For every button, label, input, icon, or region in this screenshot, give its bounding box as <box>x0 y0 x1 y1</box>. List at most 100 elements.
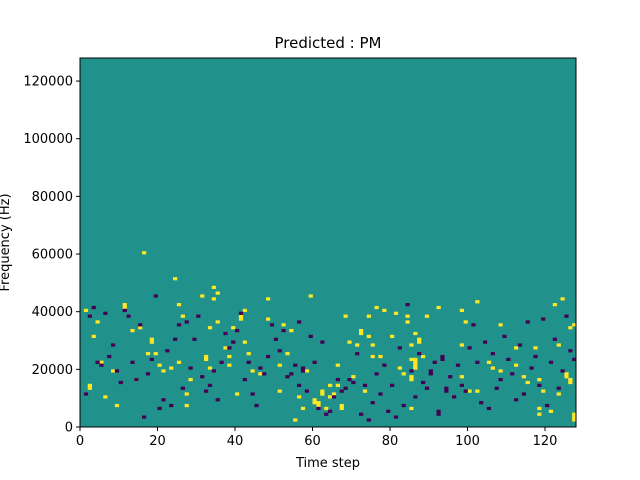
heatmap-cell-low <box>266 354 271 359</box>
heatmap-cell-high <box>266 297 271 301</box>
heatmap-cell-low <box>99 363 104 367</box>
heatmap-cell-low <box>215 398 220 402</box>
heatmap-cell-low <box>258 366 263 370</box>
heatmap-cell-high <box>362 389 368 393</box>
heatmap-cell-high <box>184 392 189 396</box>
heatmap-cell-high <box>99 360 104 364</box>
heatmap-cell-high <box>498 369 503 373</box>
heatmap-cell-low <box>262 372 267 376</box>
heatmap-cell-high <box>343 314 348 318</box>
heatmap-cell-low <box>428 372 433 376</box>
y-tick-label: 60000 <box>32 248 73 263</box>
heatmap-cell-low <box>246 360 251 364</box>
heatmap-cell-high <box>184 403 189 408</box>
heatmap-cell-high <box>359 328 364 333</box>
heatmap-cell-low <box>463 389 468 393</box>
heatmap-cell-low <box>153 294 158 298</box>
heatmap-cell-high <box>231 326 236 330</box>
heatmap-cell-high <box>111 369 116 373</box>
heatmap-cell-low <box>374 372 379 376</box>
heatmap-cell-high <box>207 366 213 370</box>
heatmap-cell-low <box>494 386 499 390</box>
heatmap-cell-low <box>436 409 441 413</box>
heatmap-cell-high <box>246 352 251 356</box>
heatmap-cell-high <box>537 377 542 382</box>
heatmap-cell-low <box>514 398 519 402</box>
heatmap-cell-high <box>413 357 418 362</box>
heatmap-cell-high <box>572 412 577 416</box>
heatmap-cell-high <box>176 360 182 364</box>
heatmap-cell-high <box>328 383 333 387</box>
heatmap-cell-low <box>545 403 550 408</box>
heatmap-cell-high <box>293 418 298 422</box>
heatmap-cell-low <box>359 412 364 416</box>
heatmap-cell-low <box>339 389 344 393</box>
heatmap-cell-low <box>436 412 441 416</box>
heatmap-cell-low <box>459 383 464 387</box>
heatmap-cell-high <box>413 363 418 367</box>
heatmap-cell-high <box>335 363 340 367</box>
heatmap-cell-low <box>335 377 340 382</box>
heatmap-cell-high <box>83 308 89 313</box>
heatmap-cell-high <box>366 314 371 318</box>
heatmap-cell-low <box>556 386 561 390</box>
heatmap-cell-low <box>134 377 139 382</box>
heatmap-cell-low <box>475 360 480 364</box>
heatmap-cell-low <box>145 372 151 376</box>
heatmap-cell-low <box>235 328 240 333</box>
heatmap-cell-high <box>521 375 526 379</box>
heatmap-cell-low <box>165 349 170 353</box>
heatmap-cell-low <box>440 354 445 359</box>
heatmap-cell-low <box>401 403 406 408</box>
heatmap-cell-high <box>572 323 577 327</box>
heatmap-cell-high <box>459 375 464 379</box>
heatmap-cell-low <box>568 349 573 353</box>
x-tick-label: 120 <box>533 434 558 449</box>
heatmap-cell-low <box>176 323 182 327</box>
y-tick-label: 80000 <box>32 190 73 205</box>
heatmap-cell-high <box>556 392 561 396</box>
heatmap-cell-high <box>374 305 379 310</box>
heatmap-cell-high <box>421 354 426 359</box>
heatmap-cell-high <box>568 380 573 385</box>
heatmap-cell-low <box>366 418 371 422</box>
heatmap-cell-low <box>386 409 391 413</box>
heatmap-cell-high <box>215 320 220 324</box>
heatmap-cell-high <box>211 297 216 301</box>
heatmap-cell-high <box>308 294 313 298</box>
heatmap-cell-low <box>572 357 577 362</box>
heatmap-cell-high <box>572 415 577 419</box>
heatmap-cell-low <box>118 380 123 385</box>
heatmap-cell-low <box>122 308 127 313</box>
heatmap-cell-low <box>560 369 565 373</box>
heatmap-cell-high <box>316 403 321 408</box>
heatmap-cell-high <box>149 340 154 344</box>
heatmap-cell-low <box>297 383 302 387</box>
heatmap-cell-high <box>207 326 213 330</box>
heatmap-cell-high <box>533 346 538 350</box>
heatmap-cell-high <box>393 311 399 315</box>
heatmap-cell-low <box>444 389 449 393</box>
heatmap-cell-low <box>91 305 96 310</box>
y-tick-label: 20000 <box>32 363 73 378</box>
heatmap-cell-low <box>192 337 197 341</box>
heatmap-cell-low <box>529 366 534 370</box>
heatmap-cell-low <box>370 401 375 405</box>
heatmap-cell-high <box>250 369 255 373</box>
heatmap-cell-high <box>382 308 387 313</box>
heatmap-cell-low <box>231 340 236 344</box>
heatmap-cell-high <box>320 392 325 396</box>
heatmap-cell-high <box>564 372 569 376</box>
heatmap-cell-low <box>238 311 244 315</box>
heatmap-cell-low <box>378 392 383 396</box>
heatmap-cell-high <box>312 401 317 405</box>
heatmap-cell-low <box>300 369 306 373</box>
heatmap-cell-low <box>444 386 449 390</box>
heatmap-cell-high <box>409 406 414 411</box>
heatmap-cell-high <box>351 375 356 379</box>
heatmap-cell-high <box>331 392 337 396</box>
heatmap-cell-low <box>328 409 333 413</box>
heatmap-cell-high <box>153 352 158 356</box>
heatmap-cell-high <box>366 334 371 338</box>
